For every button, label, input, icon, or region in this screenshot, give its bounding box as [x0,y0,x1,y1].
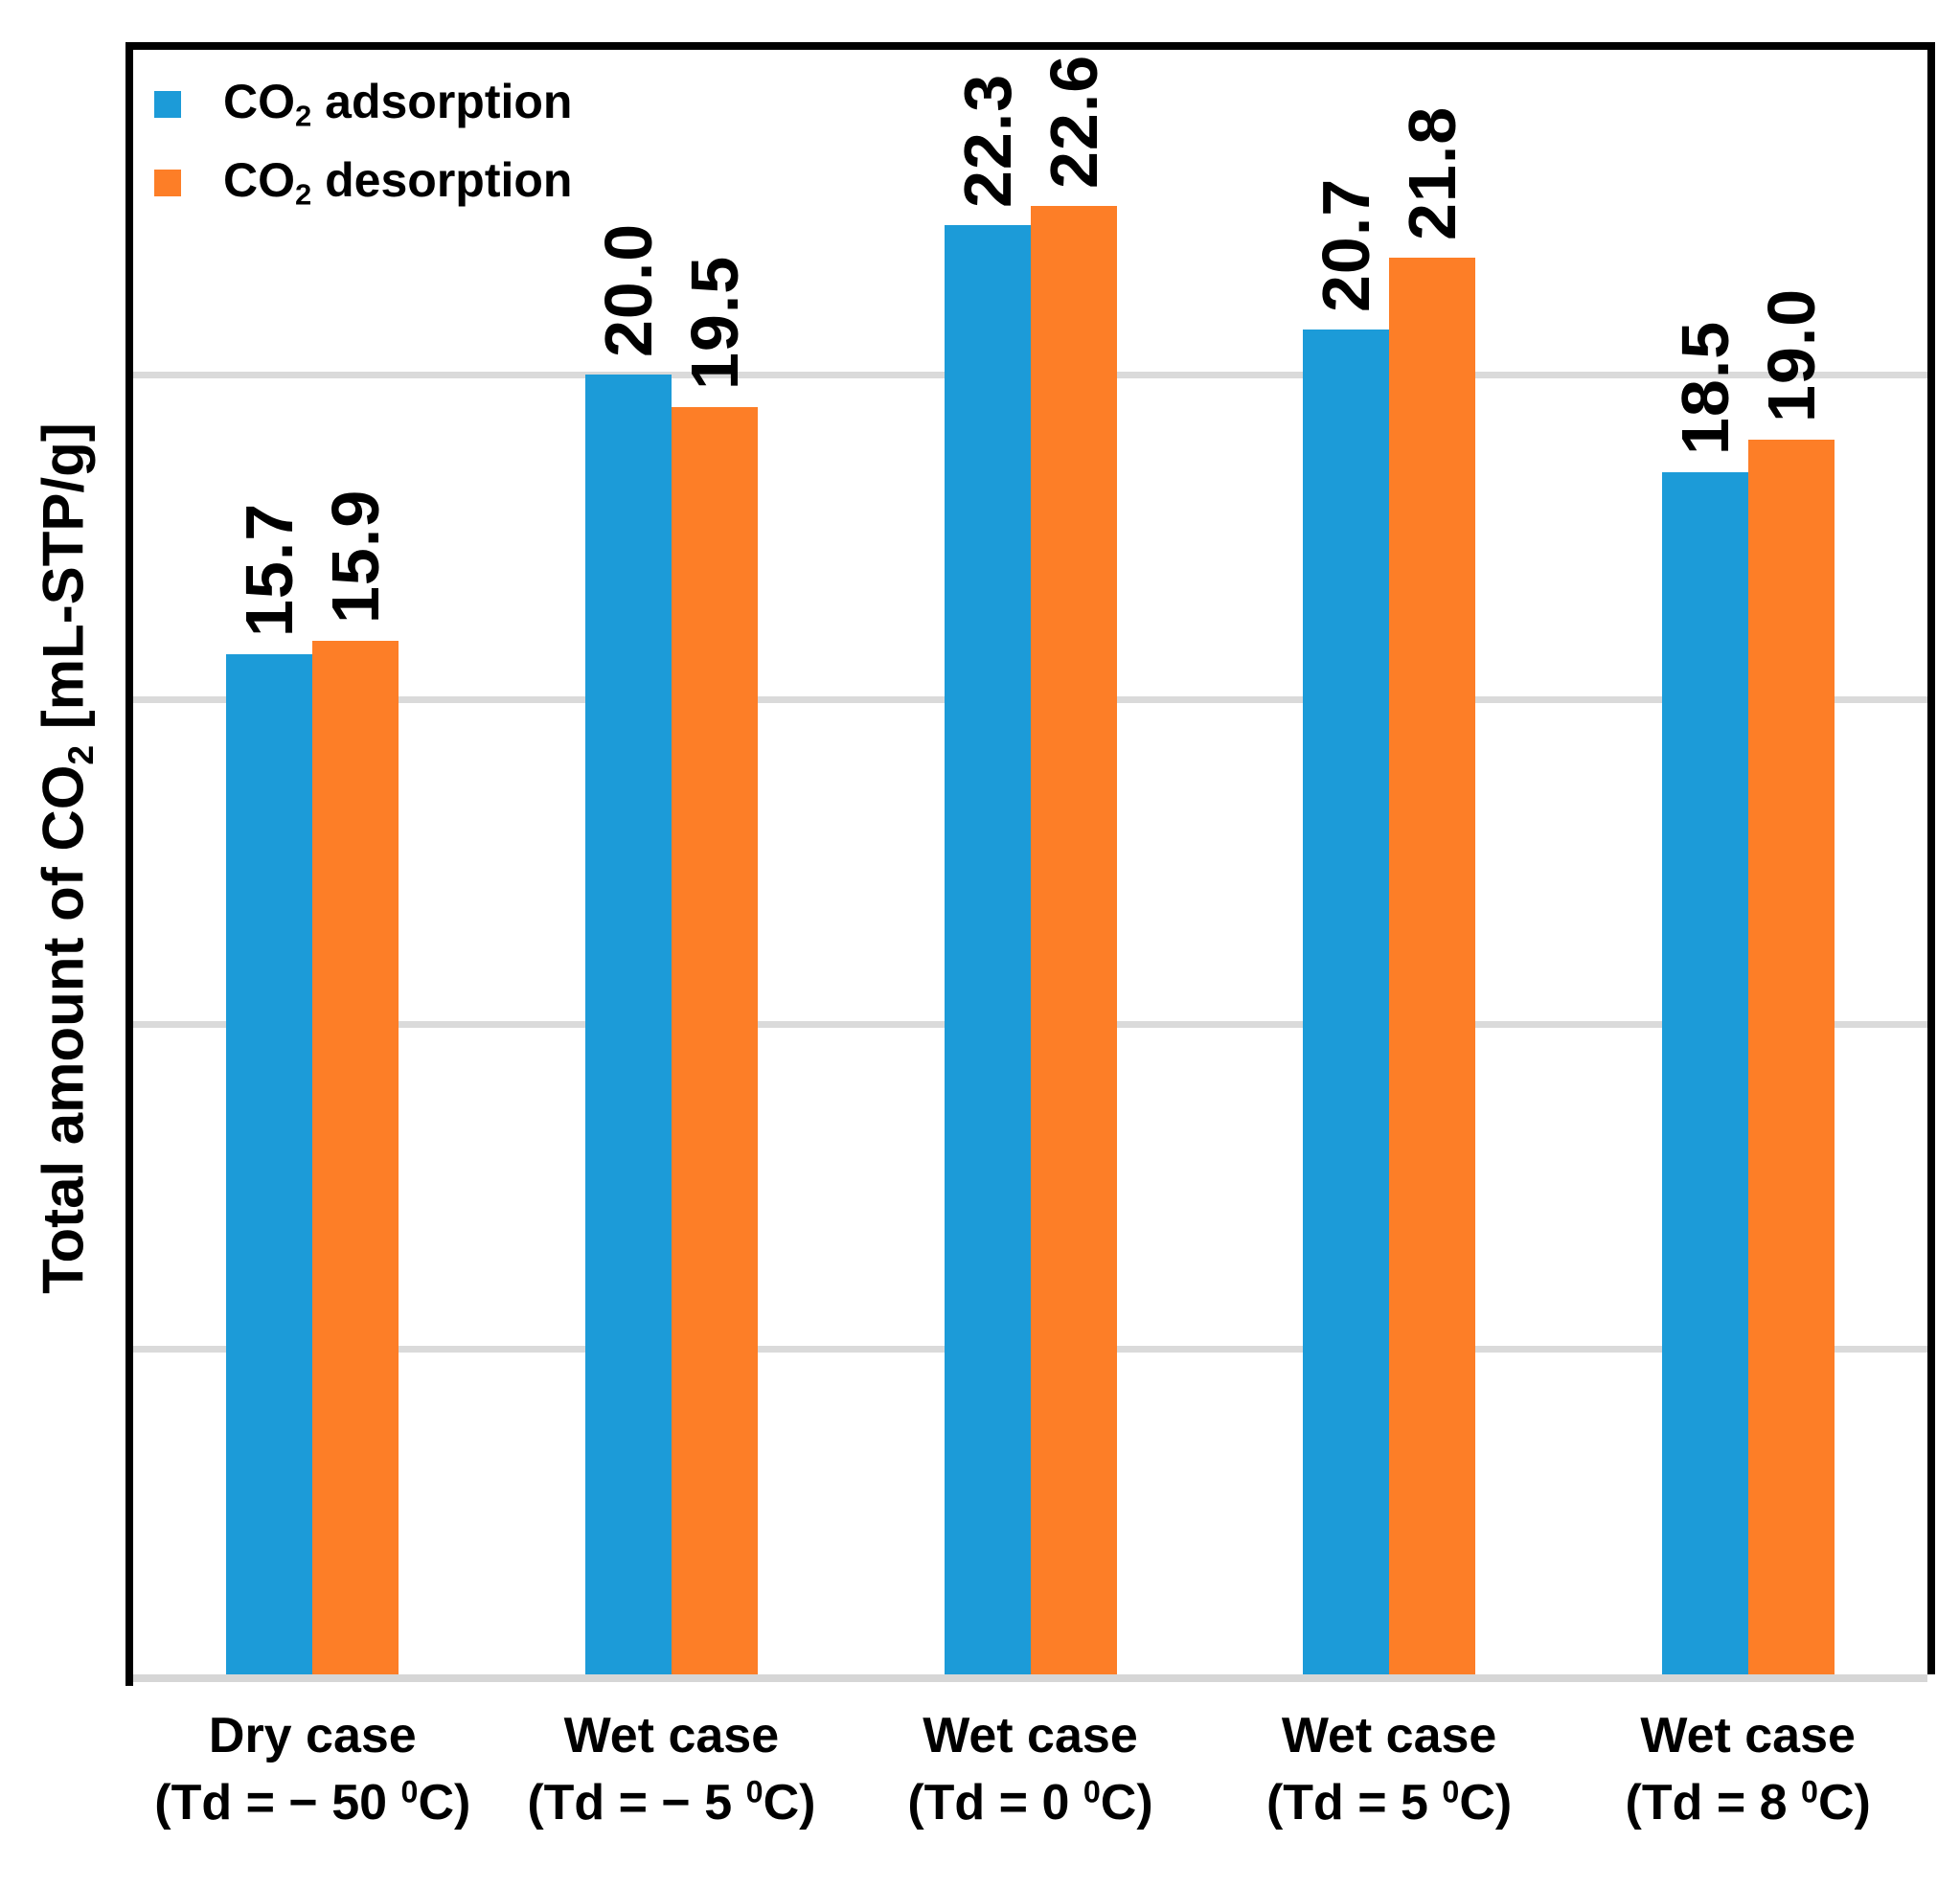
bar-value-label: 20.0 [590,222,666,358]
category-dewpoint: (Td = − 5 0C) [527,1773,816,1831]
x-axis-label-category1: Dry case (Td = − 50 0C) [87,1703,537,1836]
x-axis-label-category2: Wet case (Td = − 5 0C) [446,1703,897,1836]
category-dewpoint: (Td = 8 0C) [1625,1773,1871,1831]
legend-desorption-text: CO [223,153,295,208]
category-dewpoint: (Td = 0 0C) [907,1773,1153,1831]
category-name: Wet case [1281,1708,1497,1763]
desorption-swatch-icon [154,170,181,196]
x-axis-label-category3: Wet case (Td = 0 0C) [806,1703,1256,1836]
x-axis-labels: Dry case (Td = − 50 0C) Wet case (Td = − 5 … [133,1703,1927,1885]
bar-value-label: 18.5 [1667,320,1743,455]
bar-series1-category5 [1661,471,1748,1674]
legend-adsorption-text: CO [223,75,295,129]
legend-desorption-subscript: 2 [295,177,312,212]
bar-value-label: 15.9 [318,489,394,625]
bar-value-label: 21.8 [1395,105,1470,241]
legend-item-desorption: CO2 desorption [154,154,572,212]
bar-value-label: 22.3 [949,73,1025,209]
bar-series1-category2 [584,375,672,1674]
legend-item-adsorption: CO2 adsorption [154,76,572,133]
legend: CO2 adsorption CO2 desorption [154,76,572,234]
category-name: Wet case [1640,1708,1856,1763]
y-axis-title-subscript: 2 [60,744,102,765]
legend-desorption-suffix: desorption [311,153,573,208]
bar-series2-category1 [312,641,399,1674]
bar-value-label: 19.0 [1753,287,1829,423]
legend-label-adsorption: CO2 adsorption [223,76,572,133]
legend-adsorption-subscript: 2 [295,99,312,133]
x-axis-label-category5: Wet case (Td = 8 0C) [1523,1703,1960,1836]
bar-series2-category3 [1030,205,1117,1674]
legend-adsorption-suffix: adsorption [311,75,573,129]
bar-series1-category1 [226,653,313,1674]
adsorption-swatch-icon [154,91,181,118]
y-axis-title: Total amount of CO2 [mL-STP/g] [31,422,102,1294]
category-name: Dry case [208,1708,417,1763]
y-axis-title-text: Total amount of CO [31,764,96,1294]
legend-label-desorption: CO2 desorption [223,154,572,212]
y-axis-title-units: [mL-STP/g] [31,422,96,745]
bar-series2-category2 [671,407,758,1674]
bar-value-label: 20.7 [1309,177,1384,312]
plot-frame: CO2 adsorption CO2 desorption 15.7 20.0 22… [125,42,1935,1674]
category-dewpoint: (Td = 5 0C) [1265,1773,1513,1831]
bar-series2-category5 [1747,440,1835,1674]
bar-value-label: 22.6 [1036,54,1111,189]
plot-area: CO2 adsorption CO2 desorption 15.7 20.0 22… [133,50,1927,1674]
x-axis-label-category4: Wet case (Td = 5 0C) [1164,1703,1614,1836]
category-name: Wet case [563,1708,780,1763]
bar-series1-category3 [944,225,1031,1674]
bar-series2-category4 [1389,258,1476,1674]
x-axis-line [133,1674,1927,1682]
bar-series1-category4 [1303,329,1390,1674]
category-name: Wet case [923,1708,1138,1763]
y-axis-stub [125,1674,133,1686]
category-dewpoint: (Td = − 50 0C) [154,1773,471,1831]
bar-value-label: 19.5 [676,255,752,391]
bar-value-label: 15.7 [232,502,308,637]
